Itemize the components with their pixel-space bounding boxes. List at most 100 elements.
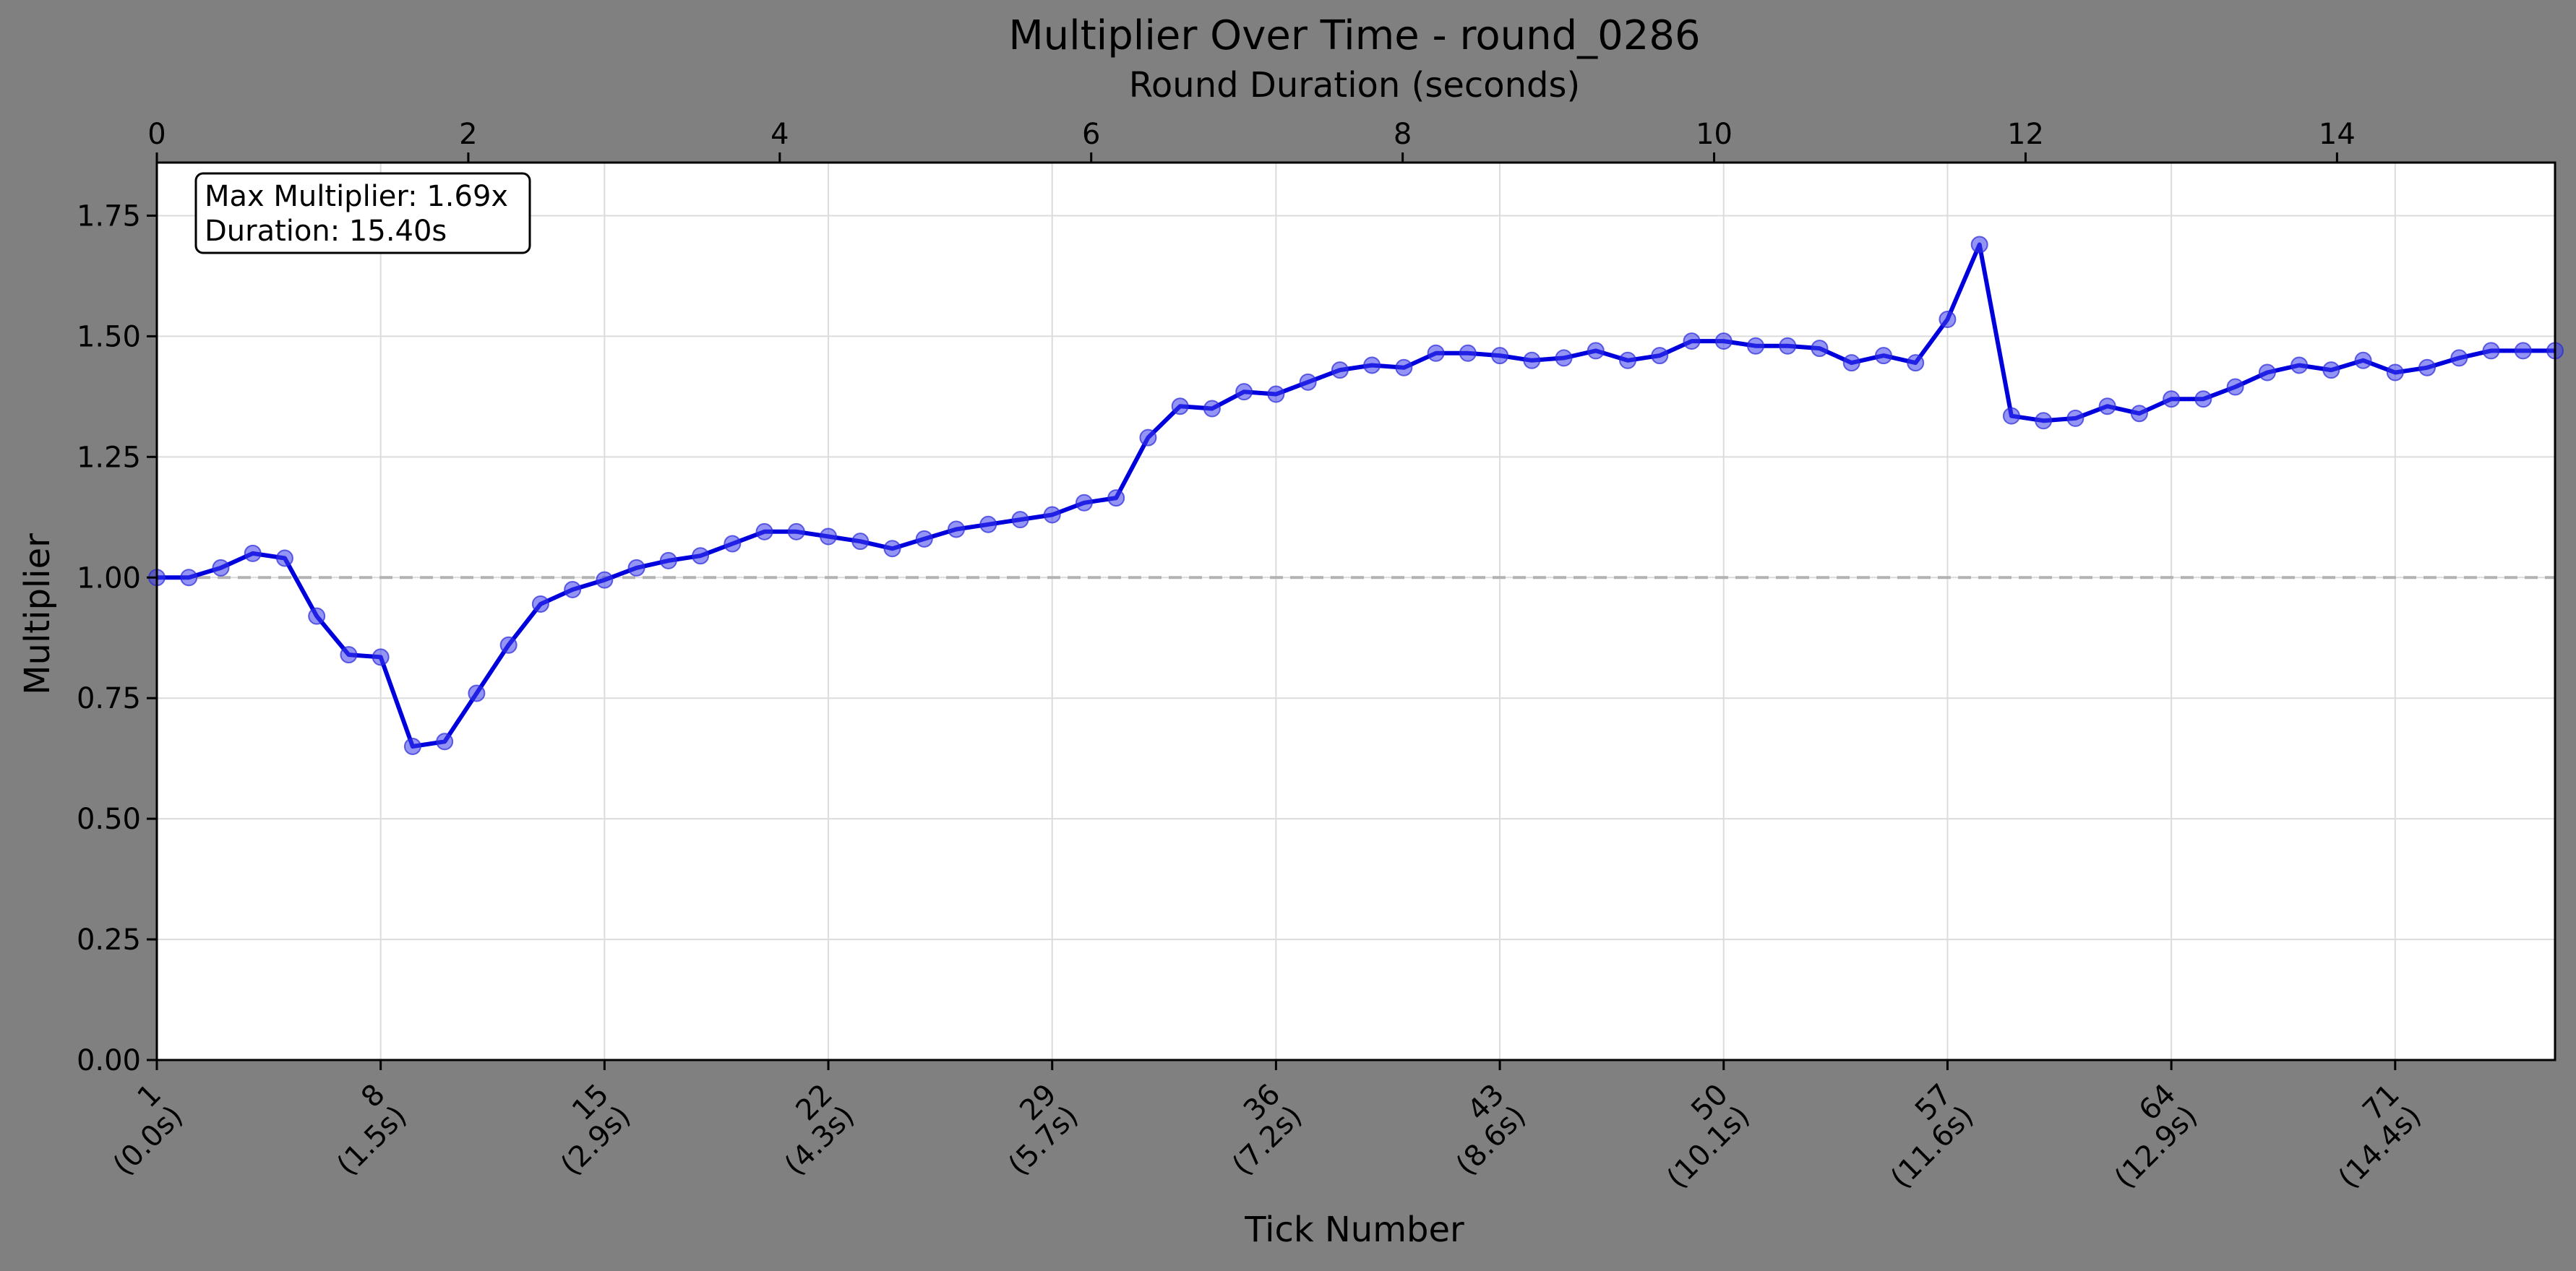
data-point (1587, 342, 1605, 360)
y-axis-label: Multiplier (17, 533, 58, 695)
data-point (1139, 428, 1157, 447)
data-point (1619, 351, 1637, 369)
data-point (979, 515, 997, 533)
annotation-max: Max Multiplier: 1.69x (205, 180, 508, 213)
data-point (2194, 390, 2212, 408)
data-point (1459, 344, 1477, 362)
x-axis-label: Tick Number (1244, 1210, 1464, 1250)
data-point (1171, 397, 1189, 415)
data-point (2035, 412, 2053, 430)
data-point (2163, 390, 2181, 408)
data-point (1714, 332, 1733, 350)
y-tick-label: 0.00 (77, 1044, 141, 1077)
data-point (2450, 349, 2468, 367)
series-line (157, 242, 2555, 749)
y-tick-label: 0.25 (77, 923, 141, 957)
data-point (2386, 363, 2404, 382)
data-point (1907, 354, 1925, 372)
data-point (755, 522, 773, 540)
data-point (1491, 347, 1509, 365)
data-point (883, 540, 901, 558)
data-point (1299, 373, 1317, 391)
data-point (1107, 489, 1125, 507)
top-tick-label: 8 (1394, 118, 1412, 151)
top-tick-label: 4 (770, 118, 789, 151)
data-point (2258, 363, 2276, 382)
data-point (2418, 358, 2437, 376)
y-tick-label: 1.50 (77, 320, 141, 353)
data-point (340, 646, 358, 664)
data-point (244, 544, 262, 562)
data-point (1747, 337, 1764, 355)
plot-frame (155, 161, 2556, 1061)
chart-title: Multiplier Over Time - round_0286 (1008, 12, 1700, 59)
data-point (2130, 405, 2148, 423)
data-point (1043, 506, 1061, 524)
data-point (499, 636, 518, 654)
data-point (1842, 354, 1860, 372)
data-point (2066, 409, 2085, 427)
top-tick-label: 14 (2319, 118, 2356, 151)
data-point (564, 580, 582, 598)
data-point (627, 559, 645, 577)
y-tick-label: 1.25 (77, 441, 141, 474)
data-point (436, 733, 454, 751)
data-point (2514, 342, 2532, 360)
data-point (851, 533, 870, 551)
x-tick-label: (0.0s) (107, 1100, 189, 1182)
data-point (1267, 385, 1285, 403)
data-point (1970, 236, 1988, 254)
data-point (692, 547, 710, 565)
data-point (1075, 494, 1093, 512)
data-point (1811, 340, 1829, 358)
top-tick-label: 12 (2007, 118, 2044, 151)
data-point (2291, 356, 2309, 374)
y-tick-label: 1.00 (77, 561, 141, 595)
data-point (2098, 397, 2116, 415)
data-point (1331, 361, 1349, 379)
data-point (724, 535, 742, 553)
y-tick-label: 0.50 (77, 803, 141, 836)
data-point (1939, 311, 1957, 329)
x-axis: 1(0.0s)8(1.5s) 15(2.9s) 22(4.3s) 29(5.7s) 36… (107, 1060, 2428, 1195)
data-point (2322, 361, 2340, 379)
data-point (275, 549, 293, 567)
data-point (1427, 344, 1445, 362)
data-point (2002, 407, 2020, 425)
data-point (1874, 347, 1892, 365)
data-point (1203, 400, 1221, 418)
data-point (1235, 383, 1253, 401)
annotation-box: Max Multiplier: 1.69x Duration: 15.40s (194, 172, 531, 254)
data-point (1363, 356, 1381, 374)
data-point (212, 559, 230, 577)
data-point (531, 595, 549, 613)
data-point (915, 530, 933, 548)
data-point (372, 648, 390, 666)
data-point (1683, 332, 1701, 350)
y-axis: 0.00 0.25 0.50 0.75 1.00 1.25 1.50 1.75 (77, 199, 157, 1077)
top-tick-label: 0 (147, 118, 166, 151)
top-tick-label: 6 (1082, 118, 1100, 151)
data-point (820, 527, 838, 546)
data-point (180, 569, 198, 587)
x-tick-label: (1.5s) (330, 1100, 413, 1182)
data-point (1651, 347, 1669, 365)
annotation-duration: Duration: 15.40s (205, 215, 447, 248)
data-point (1779, 337, 1797, 355)
data-point (308, 607, 326, 625)
data-point (2226, 378, 2244, 396)
data-point (2482, 342, 2500, 360)
data-point (787, 522, 805, 540)
data-point (659, 551, 677, 569)
data-point (2354, 351, 2372, 369)
data-point (1555, 349, 1573, 367)
y-tick-label: 1.75 (77, 199, 141, 233)
top-axis: 0 2 4 6 8 10 12 14 (147, 118, 2356, 163)
y-tick-label: 0.75 (77, 682, 141, 715)
data-point (596, 571, 614, 589)
top-axis-label: Round Duration (seconds) (1129, 65, 1581, 105)
data-point (1011, 511, 1029, 529)
data-point (1523, 351, 1541, 369)
top-tick-label: 2 (459, 118, 477, 151)
